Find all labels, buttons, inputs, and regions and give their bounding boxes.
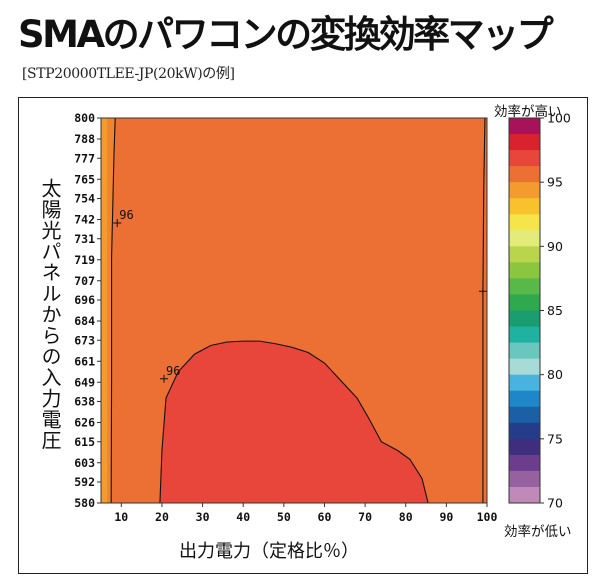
y-tick-label: 615 [74, 435, 95, 449]
contour-marker [113, 219, 122, 227]
page-title: SMAのパワコンの変換効率マップ [18, 13, 554, 56]
colorbar-swatch [509, 310, 540, 328]
colorbar-swatch [509, 390, 540, 408]
y-tick-label: 661 [74, 354, 95, 368]
y-tick-labels: 580 592 603 615 626 638 649 661 673 684 696 707 719 7… [74, 111, 101, 510]
colorbar-swatch [509, 246, 540, 263]
colorbar-swatch [509, 454, 540, 472]
colorbar [508, 117, 541, 504]
colorbar-swatch [509, 406, 540, 424]
contour-label: 96 [166, 364, 180, 378]
legend-low-label: 効率が低い [504, 524, 572, 540]
colorbar-swatch [509, 470, 540, 488]
plot-border [100, 117, 488, 504]
x-tick-label: 80 [399, 510, 413, 524]
colorbar-tick-label: 100 [547, 111, 571, 126]
colorbar-swatch [509, 262, 540, 279]
y-tick-label: 603 [74, 456, 95, 470]
y-tick-label: 649 [74, 375, 95, 389]
colorbar-tick-label: 95 [547, 175, 563, 190]
contour-line [159, 340, 429, 504]
colorbar-tick-label: 75 [547, 431, 563, 446]
y-tick-label: 696 [74, 293, 95, 307]
plot-fills [101, 118, 487, 503]
x-tick-label: 50 [277, 510, 291, 524]
colorbar-swatch [509, 374, 540, 392]
colorbar-swatch [509, 230, 540, 247]
chart-frame [18, 97, 588, 574]
colorbar-tick-label: 90 [547, 239, 563, 254]
x-tick-label: 60 [318, 510, 332, 524]
colorbar-swatch [509, 326, 540, 344]
y-tick-label: 719 [74, 253, 95, 267]
x-tick-label: 70 [358, 510, 372, 524]
x-tick-label: 90 [439, 510, 453, 524]
y-tick-label: 673 [74, 333, 95, 347]
contour-lines: 96 96 [110, 117, 487, 504]
y-tick-label: 765 [74, 172, 95, 186]
x-axis-label: 出力電力（定格比％） [179, 541, 359, 562]
y-tick-label: 777 [74, 151, 95, 165]
colorbar-swatch [509, 438, 540, 456]
contour-marker [159, 374, 168, 383]
y-tick-label: 800 [74, 111, 95, 125]
colorbar-swatch [509, 278, 540, 295]
colorbar-swatch [509, 166, 540, 183]
heat-band-left-outer [101, 118, 108, 503]
colorbar-swatch [509, 118, 540, 135]
colorbar-tick-label: 80 [547, 367, 563, 382]
contour-line [110, 117, 116, 504]
colorbar-swatch [509, 150, 540, 167]
y-tick-label: 742 [74, 213, 95, 227]
colorbar-swatch [509, 214, 540, 231]
colorbar-swatch [509, 486, 540, 504]
contour-label: 96 [119, 208, 133, 222]
y-tick-label: 638 [74, 395, 95, 409]
colorbar-swatch [509, 198, 540, 215]
heat-band-high [159, 341, 429, 503]
y-tick-label: 731 [74, 232, 95, 246]
contour-marker [478, 287, 487, 296]
x-tick-labels: 10 20 30 40 50 60 70 80 90 100 [114, 503, 497, 524]
colorbar-swatch [509, 342, 540, 360]
y-tick-label: 580 [74, 496, 95, 510]
colorbar-swatch [509, 358, 540, 376]
x-tick-label: 40 [236, 510, 250, 524]
y-tick-label: 626 [74, 416, 95, 430]
colorbar-swatch [509, 294, 540, 311]
y-tick-label: 788 [74, 132, 95, 146]
colorbar-tick-label: 70 [547, 496, 563, 511]
x-tick-label: 30 [196, 510, 210, 524]
x-tick-label: 10 [114, 510, 128, 524]
y-tick-label: 707 [74, 274, 95, 288]
legend-high-label: 効率が高い [494, 104, 562, 120]
y-tick-label: 754 [74, 192, 95, 206]
y-axis-label: 太陽光パネルからの入力電圧 [38, 178, 62, 451]
colorbar-tick-label: 85 [547, 303, 563, 318]
colorbar-swatch [509, 134, 540, 151]
chart-subtitle: [STP20000TLEE-JP(20kW)の例] [22, 66, 235, 82]
y-tick-label: 592 [74, 475, 95, 489]
colorbar-swatch [509, 182, 540, 199]
x-tick-label: 100 [477, 510, 498, 524]
colorbar-swatch [509, 422, 540, 440]
y-tick-label: 684 [74, 314, 95, 328]
x-tick-label: 20 [155, 510, 169, 524]
colorbar-tick-labels: 100 95 90 85 80 75 70 [540, 111, 571, 511]
